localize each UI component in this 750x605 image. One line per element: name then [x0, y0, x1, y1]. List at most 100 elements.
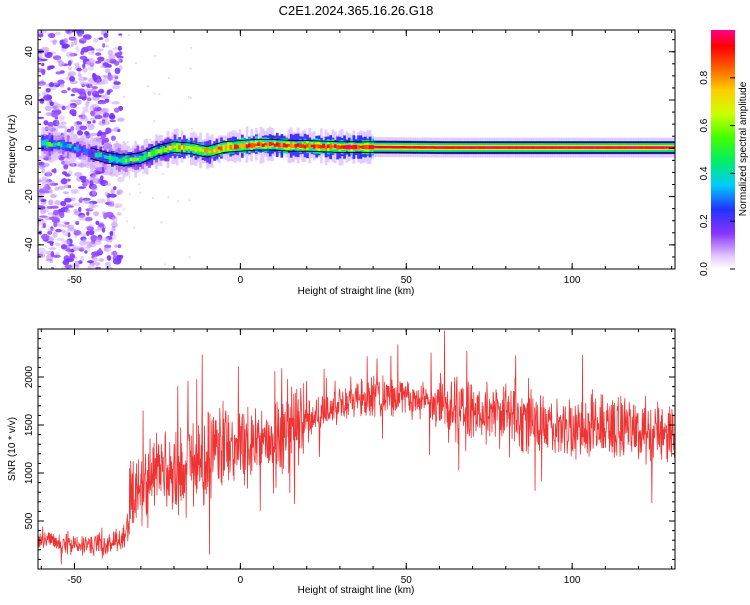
noise-cell — [116, 255, 123, 260]
ridge-cell — [206, 150, 209, 153]
noise-cell — [78, 206, 82, 213]
ridge-cell — [71, 146, 75, 151]
ridge-cell — [482, 146, 486, 149]
ridge-cell — [417, 146, 421, 149]
colorbar-label: Normalized spectral amplitude — [738, 81, 749, 216]
noise-cell — [55, 119, 60, 126]
ridge-cell — [69, 144, 72, 149]
ridge-cell — [313, 144, 316, 149]
noise-cell — [54, 200, 61, 206]
ridge-cell — [405, 146, 409, 149]
ridge-cell — [545, 146, 548, 149]
ridge-cell — [387, 145, 391, 149]
ridge-cell — [626, 146, 630, 149]
ridge-cell — [113, 156, 116, 161]
ridge-cell — [408, 146, 411, 149]
ridge-cell — [519, 146, 523, 149]
ridge-cell — [491, 146, 495, 149]
y-tick-label: -40 — [24, 237, 35, 252]
ridge-cell — [496, 146, 500, 149]
noise-cell — [57, 185, 66, 190]
noise-cell — [92, 174, 98, 178]
noise-cell — [82, 67, 88, 73]
noise-cell — [89, 105, 95, 111]
noise-cell — [141, 171, 144, 174]
ridge-cell — [80, 148, 84, 153]
ridge-cell — [673, 146, 675, 149]
y-tick-label: -20 — [24, 189, 35, 204]
noise-cell — [109, 230, 114, 237]
noise-cell — [110, 188, 116, 194]
ridge-cell — [50, 143, 54, 147]
noise-cell — [40, 208, 46, 215]
noise-cell — [61, 121, 67, 125]
ridge-cell — [461, 146, 465, 149]
noise-cell — [38, 247, 46, 254]
noise-cell — [53, 209, 59, 216]
noise-cell — [67, 178, 71, 182]
ridge-cell — [498, 146, 502, 149]
ridge-cell — [287, 144, 291, 147]
noise-cell — [60, 200, 67, 207]
noise-cell — [128, 176, 131, 178]
ridge-cell — [248, 143, 251, 148]
noise-cell — [97, 101, 107, 105]
snr-y-ticks: 500 1000 1500 2000 — [24, 338, 675, 560]
ridge-cell — [150, 151, 154, 156]
ridge-cell — [510, 146, 514, 149]
ridge-cell — [57, 141, 61, 147]
noise-cell — [85, 241, 93, 245]
ridge-cell — [654, 146, 658, 149]
x-tick-label: 0 — [238, 275, 244, 286]
ridge-cell — [275, 142, 279, 147]
noise-cell — [108, 54, 116, 59]
noise-cell — [106, 89, 111, 96]
noise-cell — [105, 266, 113, 269]
ridge-cell — [224, 145, 228, 149]
ridge-cell — [162, 149, 165, 152]
ridge-cell — [608, 146, 611, 149]
noise-cell — [104, 191, 109, 196]
ridge-cell — [101, 154, 105, 158]
noise-cell — [74, 62, 80, 67]
ridge-cell — [359, 145, 363, 149]
noise-cell — [106, 58, 116, 61]
snr-x-ticks: -50 0 50 100 — [40, 329, 673, 586]
ridge-cell — [494, 146, 497, 149]
noise-cell — [103, 212, 108, 220]
ridge-cell — [155, 150, 158, 155]
ridge-cell — [106, 155, 109, 159]
ridge-cell — [259, 142, 263, 147]
ridge-cell — [138, 156, 142, 161]
ridge-cell — [255, 143, 258, 147]
noise-cell — [70, 126, 75, 132]
noise-cell — [41, 233, 50, 240]
ridge-cell — [129, 157, 133, 162]
noise-cell — [95, 220, 100, 226]
noise-cell — [73, 230, 82, 236]
noise-cell — [59, 83, 65, 88]
y-tick-label: 20 — [24, 94, 35, 106]
colorbar-tick-label: 0.8 — [699, 70, 710, 84]
ridge-cell — [666, 146, 669, 149]
ridge-cell — [368, 145, 372, 150]
noise-cell — [63, 38, 68, 45]
ridge-cell — [141, 155, 144, 160]
ridge-cell — [176, 145, 179, 150]
ridge-cell — [185, 146, 188, 150]
noise-cell — [60, 70, 65, 74]
ridge-cell — [196, 147, 200, 152]
noise-cell — [48, 247, 57, 250]
ridge-cell — [157, 149, 161, 154]
x-tick-label: 50 — [401, 575, 413, 586]
ridge-cell — [601, 146, 604, 149]
ridge-cell — [357, 144, 360, 150]
ridge-cell — [531, 146, 534, 149]
spectrogram-marks — [38, 30, 675, 269]
noise-cell — [85, 225, 92, 230]
ridge-cell — [624, 146, 627, 149]
noise-cell — [88, 83, 93, 87]
noise-cell — [153, 54, 156, 57]
ridge-cell — [631, 146, 634, 149]
snr-panel: -50 0 50 100 500 1000 1500 2000 Height of stra… — [7, 328, 676, 596]
